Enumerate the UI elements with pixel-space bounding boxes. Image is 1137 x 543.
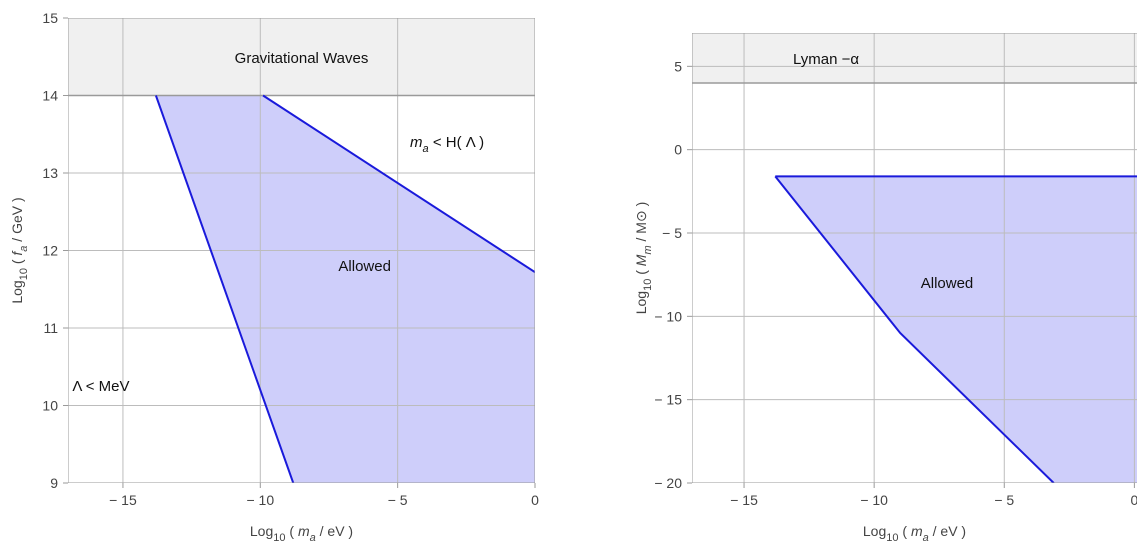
- chart1-ylabel-sub: 10: [18, 268, 30, 280]
- chart2-plot-area: [692, 33, 1137, 483]
- chart2-ylabel-sub: 10: [642, 279, 654, 291]
- chart2-xlabel-base: Log: [863, 523, 886, 539]
- chart2-xtick-label-3: 0: [1130, 492, 1137, 508]
- chart1-ytick-label-2: 11: [43, 320, 58, 336]
- chart2-ytick-label-2: − 10: [654, 308, 682, 324]
- chart1-ytick-label-1: 10: [42, 398, 58, 414]
- chart2-xtick-label-2: − 5: [994, 492, 1014, 508]
- chart1-xlabel-open: (: [286, 523, 298, 539]
- chart1-xtick-label-2: − 5: [388, 492, 408, 508]
- chart2-ytick-label-4: 0: [674, 142, 682, 158]
- chart2-ylabel-var: M: [633, 254, 649, 266]
- chart2-xlabel-open: (: [899, 523, 911, 539]
- chart1-annotation-lambda-lt-mev-rest: Λ < MeV: [72, 378, 129, 395]
- chart2-boundary-line-1: [774, 175, 1055, 483]
- chart2-xlabel: Log10 ( ma / eV ): [863, 523, 966, 543]
- chart1-allowed-region: [155, 95, 535, 483]
- chart2-xtick-label-1: − 10: [860, 492, 888, 508]
- chart2-ytick-label-0: − 20: [654, 475, 682, 491]
- chart1-ylabel-base: Log: [9, 280, 25, 303]
- chart2-ylabel-base: Log: [633, 291, 649, 314]
- chart1-ytick-label-0: 9: [50, 475, 58, 491]
- chart1-xtick-label-3: 0: [531, 492, 539, 508]
- chart2-xlabel-var-sub: a: [923, 532, 929, 543]
- chart1-ytick-label-4: 13: [42, 165, 58, 181]
- chart1-ytick-label-3: 12: [42, 243, 58, 259]
- chart2-ylabel-open: (: [633, 266, 649, 278]
- chart1-ylabel-var-sub: a: [18, 246, 30, 252]
- chart1-ylabel-open: (: [9, 256, 25, 268]
- chart2: − 15 − 10 − 5 0 − 20 − 15 − 10 − 5 0 5 Lyman −α All…: [633, 33, 1137, 543]
- chart2-excluded-band: [692, 33, 1137, 83]
- chart2-ytick-label-1: − 15: [654, 392, 682, 408]
- chart2-allowed-label: Allowed: [921, 275, 974, 292]
- chart2-ytick-label-5: 5: [674, 58, 682, 74]
- chart2-xlabel-var: m: [911, 523, 923, 539]
- chart1-annotation-ma-lt-h: ma < H( Λ ): [410, 134, 484, 155]
- chart2-band-label: Lyman −α: [793, 51, 859, 68]
- chart1-allowed-label: Allowed: [338, 258, 391, 275]
- chart1-xlabel-base: Log: [250, 523, 273, 539]
- chart1-annotation-ma-lt-h-rest: < H( Λ ): [429, 134, 484, 151]
- chart1-ytick-label-5: 14: [42, 88, 58, 104]
- chart1: − 15 − 10 − 5 0 9 10 11 12 13 14 15 Gravitational W…: [9, 10, 539, 543]
- chart1-annotation-lambda-lt-mev: Λ < MeV: [72, 378, 129, 395]
- chart2-ytick-label-3: − 5: [662, 225, 682, 241]
- chart1-ylabel-var: f: [9, 250, 25, 256]
- chart2-ylabel-tail: / M⊙ ): [633, 202, 649, 246]
- chart1-annotation-ma-lt-h-sub: a: [423, 143, 429, 155]
- chart1-annotation-ma-lt-h-var: m: [410, 134, 423, 151]
- chart1-xlabel-var-sub: a: [310, 532, 316, 543]
- chart2-xlabel-sub: 10: [886, 532, 898, 543]
- chart1-xlabel-sub: 10: [273, 532, 285, 543]
- chart1-xtick-label-1: − 10: [246, 492, 274, 508]
- chart2-ylabel-var-sub: m: [642, 245, 654, 254]
- chart1-ylabel: Log10 ( fa / GeV ): [9, 197, 30, 303]
- chart2-ylabel: Log10 ( Mm / M⊙ ): [633, 202, 654, 315]
- chart1-boundary-line-0: [154, 95, 295, 483]
- chart1-xlabel: Log10 ( ma / eV ): [250, 523, 353, 543]
- chart2-allowed-region: [775, 176, 1137, 483]
- chart2-xtick-label-0: − 15: [730, 492, 758, 508]
- chart1-ylabel-tail: / GeV ): [9, 197, 25, 245]
- chart1-excluded-band: [68, 18, 535, 96]
- chart1-xtick-label-0: − 15: [109, 492, 137, 508]
- chart1-band-label: Gravitational Waves: [235, 50, 369, 67]
- chart1-plot-area: [68, 18, 535, 483]
- chart1-xlabel-var: m: [298, 523, 310, 539]
- chart1-ytick-label-6: 15: [42, 10, 58, 26]
- chart2-xlabel-tail: / eV ): [929, 523, 966, 539]
- chart1-xlabel-tail: / eV ): [316, 523, 353, 539]
- chart1-boundary-line-1: [262, 94, 535, 274]
